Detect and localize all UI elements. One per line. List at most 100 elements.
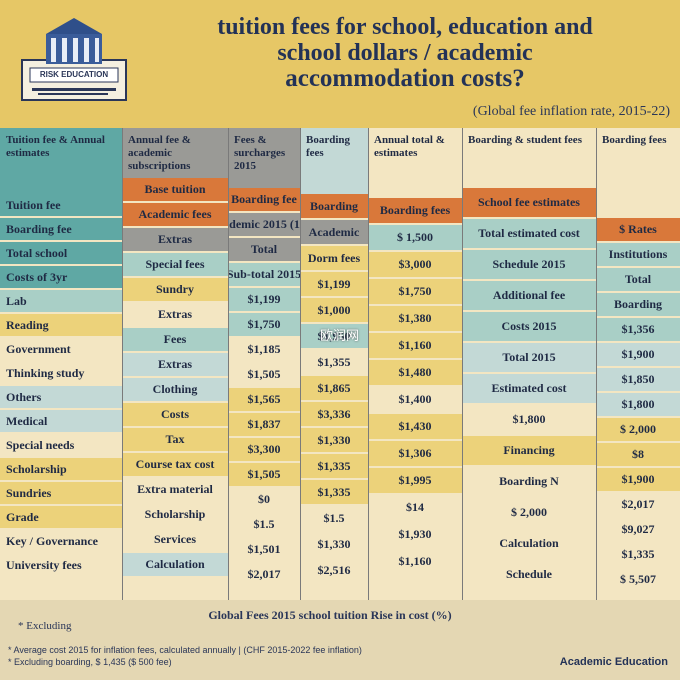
- table-cell: $1,430: [368, 414, 462, 439]
- footnote-small-1: * Average cost 2015 for inflation fees, …: [8, 645, 362, 655]
- table-cell: $14: [368, 495, 462, 520]
- table-column: Boarding fees Boarding Academic Dorm fees $1…: [300, 128, 368, 600]
- column-divider: [228, 128, 229, 600]
- table-cell: $1,501: [228, 538, 300, 561]
- column-divider: [368, 128, 369, 600]
- table-cell: $ Rates: [596, 218, 680, 241]
- table-cell: $1,930: [368, 522, 462, 547]
- footer: Global Fees 2015 school tuition Rise in …: [0, 600, 680, 680]
- table-cell: $3,000: [368, 252, 462, 277]
- table-cell: $1,950: [300, 324, 368, 348]
- column-divider: [462, 128, 463, 600]
- table-cell: Medical: [0, 410, 122, 432]
- table-cell: $ 2,000: [462, 498, 596, 527]
- table-cell: Additional fee: [462, 281, 596, 310]
- table-cell: School fee estimates: [462, 188, 596, 217]
- table-column: Annual fee & academic subscriptions Base …: [122, 128, 228, 600]
- page-title: tuition fees for school, education and s…: [140, 14, 670, 92]
- table-cell: $1,185: [228, 338, 300, 361]
- table-cell: $1,837: [228, 413, 300, 436]
- table-cell: Schedule: [462, 560, 596, 589]
- table-cell: $1,750: [368, 279, 462, 304]
- table-cell: $1,000: [300, 298, 368, 322]
- table-cell: Government: [0, 338, 122, 360]
- table-cell: Base tuition: [122, 178, 228, 201]
- title-line-1: tuition fees for school, education and: [217, 14, 593, 40]
- table-cell: $1,199: [228, 288, 300, 311]
- table-cell: Services: [122, 528, 228, 551]
- table-cell: Dorm fees: [300, 246, 368, 270]
- building-icon: [21, 18, 127, 101]
- table-cell: Thinking study: [0, 362, 122, 384]
- table-cell: $1,306: [368, 441, 462, 466]
- table-cell: Costs 2015: [462, 312, 596, 341]
- table-cell: $1,995: [368, 468, 462, 493]
- column-header: Annual fee & academic subscriptions: [122, 128, 228, 178]
- table-cell: Scholarship: [122, 503, 228, 526]
- table-cell: Institutions: [596, 243, 680, 266]
- table-cell: $1,565: [228, 388, 300, 411]
- table-cell: $2,017: [228, 563, 300, 586]
- table-cell: Total estimated cost: [462, 219, 596, 248]
- table-cell: $1,865: [300, 376, 368, 400]
- fees-table: Tuition fee & Annual estimates Tuition fe…: [0, 128, 680, 600]
- title-line-2: school dollars / academic: [277, 40, 533, 66]
- table-cell: $3,300: [228, 438, 300, 461]
- table-cell: $1,505: [228, 363, 300, 386]
- footnote-left: * Excluding: [18, 620, 72, 632]
- table-cell: Extra material: [122, 478, 228, 501]
- table-cell: Clothing: [122, 378, 228, 401]
- column-header: Boarding fees: [300, 128, 368, 194]
- table-cell: $1,850: [596, 368, 680, 391]
- footnote-center: Global Fees 2015 school tuition Rise in …: [208, 608, 452, 622]
- table-cell: Boarding fee: [228, 188, 300, 211]
- table-cell: Grade: [0, 506, 122, 528]
- table-cell: $1,480: [368, 360, 462, 385]
- table-cell: Costs of 3yr: [0, 266, 122, 288]
- table-cell: $1,800: [596, 393, 680, 416]
- table-cell: $1,199: [300, 272, 368, 296]
- column-header: Tuition fee & Annual estimates: [0, 128, 122, 194]
- column-header: Fees & surcharges 2015: [228, 128, 300, 188]
- table-cell: Reading: [0, 314, 122, 336]
- table-cell: $1,356: [596, 318, 680, 341]
- table-cell: Total: [228, 238, 300, 261]
- logo-text: RISK EDUCATION: [39, 70, 109, 79]
- table-cell: $1,160: [368, 333, 462, 358]
- table-cell: $1,800: [462, 405, 596, 434]
- table-column: Tuition fee & Annual estimates Tuition fe…: [0, 128, 122, 600]
- column-header: Boarding fees: [596, 128, 680, 218]
- table-cell: $1,335: [300, 480, 368, 504]
- table-cell: University fees: [0, 554, 122, 576]
- table-cell: $1,355: [300, 350, 368, 374]
- table-cell: $1,335: [300, 454, 368, 478]
- table-cell: $1,750: [228, 313, 300, 336]
- table-cell: Academic 2015 (1.68): [228, 213, 300, 236]
- table-cell: Sub-total 2015: [228, 263, 300, 286]
- table-cell: Sundries: [0, 482, 122, 504]
- table-cell: Sundry: [122, 278, 228, 301]
- footnote-small: * Average cost 2015 for inflation fees, …: [8, 644, 468, 668]
- footnote-small-2: * Excluding boarding, $ 1,435 ($ 500 fee…: [8, 657, 172, 667]
- table-cell: Boarding fee: [0, 218, 122, 240]
- table-cell: Others: [0, 386, 122, 408]
- table-cell: Boarding: [596, 293, 680, 316]
- column-divider: [122, 128, 123, 600]
- table-cell: $8: [596, 443, 680, 466]
- table-cell: $ 2,000: [596, 418, 680, 441]
- table-column: Boarding & student fees School fee estima…: [462, 128, 596, 600]
- table-column: Boarding fees $ Rates Institutions Total Boa…: [596, 128, 680, 600]
- table-cell: Boarding: [300, 194, 368, 218]
- table-cell: Tax: [122, 428, 228, 451]
- table-cell: Estimated cost: [462, 374, 596, 403]
- table-cell: $1,505: [228, 463, 300, 486]
- column-header: Annual total & estimates: [368, 128, 462, 198]
- table-cell: Costs: [122, 403, 228, 426]
- table-cell: Total school: [0, 242, 122, 264]
- institution-logo: RISK EDUCATION: [18, 12, 130, 106]
- table-cell: Extras: [122, 353, 228, 376]
- table-cell: Total: [596, 268, 680, 291]
- column-divider: [300, 128, 301, 600]
- table-cell: Fees: [122, 328, 228, 351]
